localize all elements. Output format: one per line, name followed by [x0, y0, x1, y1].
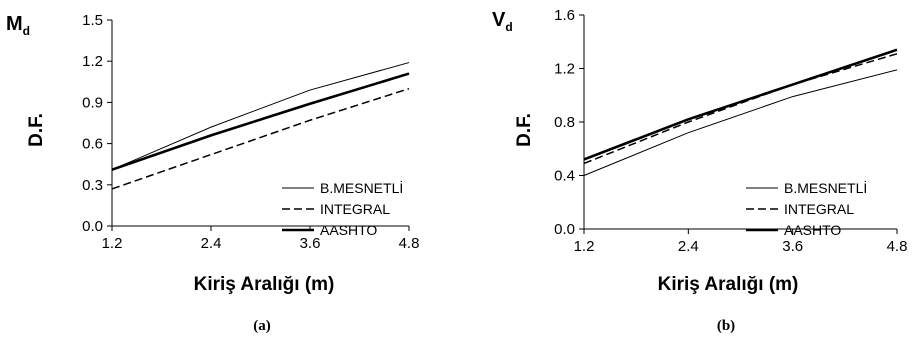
panel-a-y-tick-label: 1.2	[82, 53, 103, 70]
panel-b-x-axis-label: Kiriş Aralığı (m)	[658, 274, 799, 295]
panel-b-series-line-integral	[583, 53, 898, 165]
panel-a-x-tick-label: 3.6	[300, 235, 321, 252]
panel-b-legend-label-aashto: AASHTO	[784, 222, 841, 238]
panel-b-y-tick-label: 1.6	[554, 7, 575, 24]
panel-a-y-axis-label: D.F.	[26, 113, 47, 147]
panel-a-legend-label-b-mesnetli-: B.MESNETLİ	[320, 179, 403, 196]
panel-a-y-tick-label: 0.3	[82, 177, 103, 194]
panel-b-series-line-b-mesnetli-	[583, 69, 898, 176]
panel-a-chart: Md D.F. Kiriş Aralığı (m) (a) 0.0 0.3 0.6 0…	[6, 12, 419, 334]
panel-a-legend-label-aashto: AASHTO	[320, 222, 377, 238]
panel-b-legend-label-integral: INTEGRAL	[784, 201, 854, 217]
panel-a-x-tick-label: 2.4	[201, 235, 222, 252]
panel-b-caption: (b)	[717, 318, 735, 334]
panel-a-series-line-aashto	[111, 72, 410, 171]
panel-a-series-line-integral	[111, 87, 410, 190]
panel-b-y-tick-label: 0.8	[554, 114, 575, 131]
panel-a-y-tick-label: 0.6	[82, 136, 103, 153]
panel-a-y-tick-label: 0.9	[82, 94, 103, 111]
panel-b-x-tick-label: 1.2	[574, 238, 595, 255]
panel-a-series-line-b-mesnetli-	[111, 62, 410, 171]
panel-b-x-tick-label: 4.8	[887, 238, 908, 255]
panel-a-x-tick-label: 1.2	[102, 235, 123, 252]
panel-a-y-tick-label: 0.0	[82, 218, 103, 235]
panel-b-corner-label: Vd	[492, 9, 513, 34]
panel-a-legend-label-integral: INTEGRAL	[320, 201, 390, 217]
panel-b-x-tick-label: 3.6	[782, 238, 803, 255]
panel-b-y-tick-label: 0.0	[554, 221, 575, 238]
panel-b-y-tick-label: 1.2	[554, 61, 575, 78]
panel-b-legend-label-b-mesnetli-: B.MESNETLİ	[784, 179, 867, 196]
panel-a-y-tick-label: 1.5	[82, 12, 103, 29]
panel-b-x-tick-label: 2.4	[678, 238, 699, 255]
panel-a-caption: (a)	[253, 318, 271, 334]
panel-a-x-axis-label: Kiriş Aralığı (m)	[194, 274, 335, 295]
panel-b-series-line-aashto	[583, 48, 898, 161]
panel-b-y-tick-label: 0.4	[554, 168, 575, 185]
panel-a-x-tick-label: 4.8	[399, 235, 420, 252]
panel-b-chart: Vd D.F. Kiriş Aralığı (m) (b) 0.0 0.4 0.8 1…	[492, 7, 907, 334]
panel-a-corner-label: Md	[6, 13, 30, 38]
panel-b-y-axis-label: D.F.	[514, 113, 535, 147]
